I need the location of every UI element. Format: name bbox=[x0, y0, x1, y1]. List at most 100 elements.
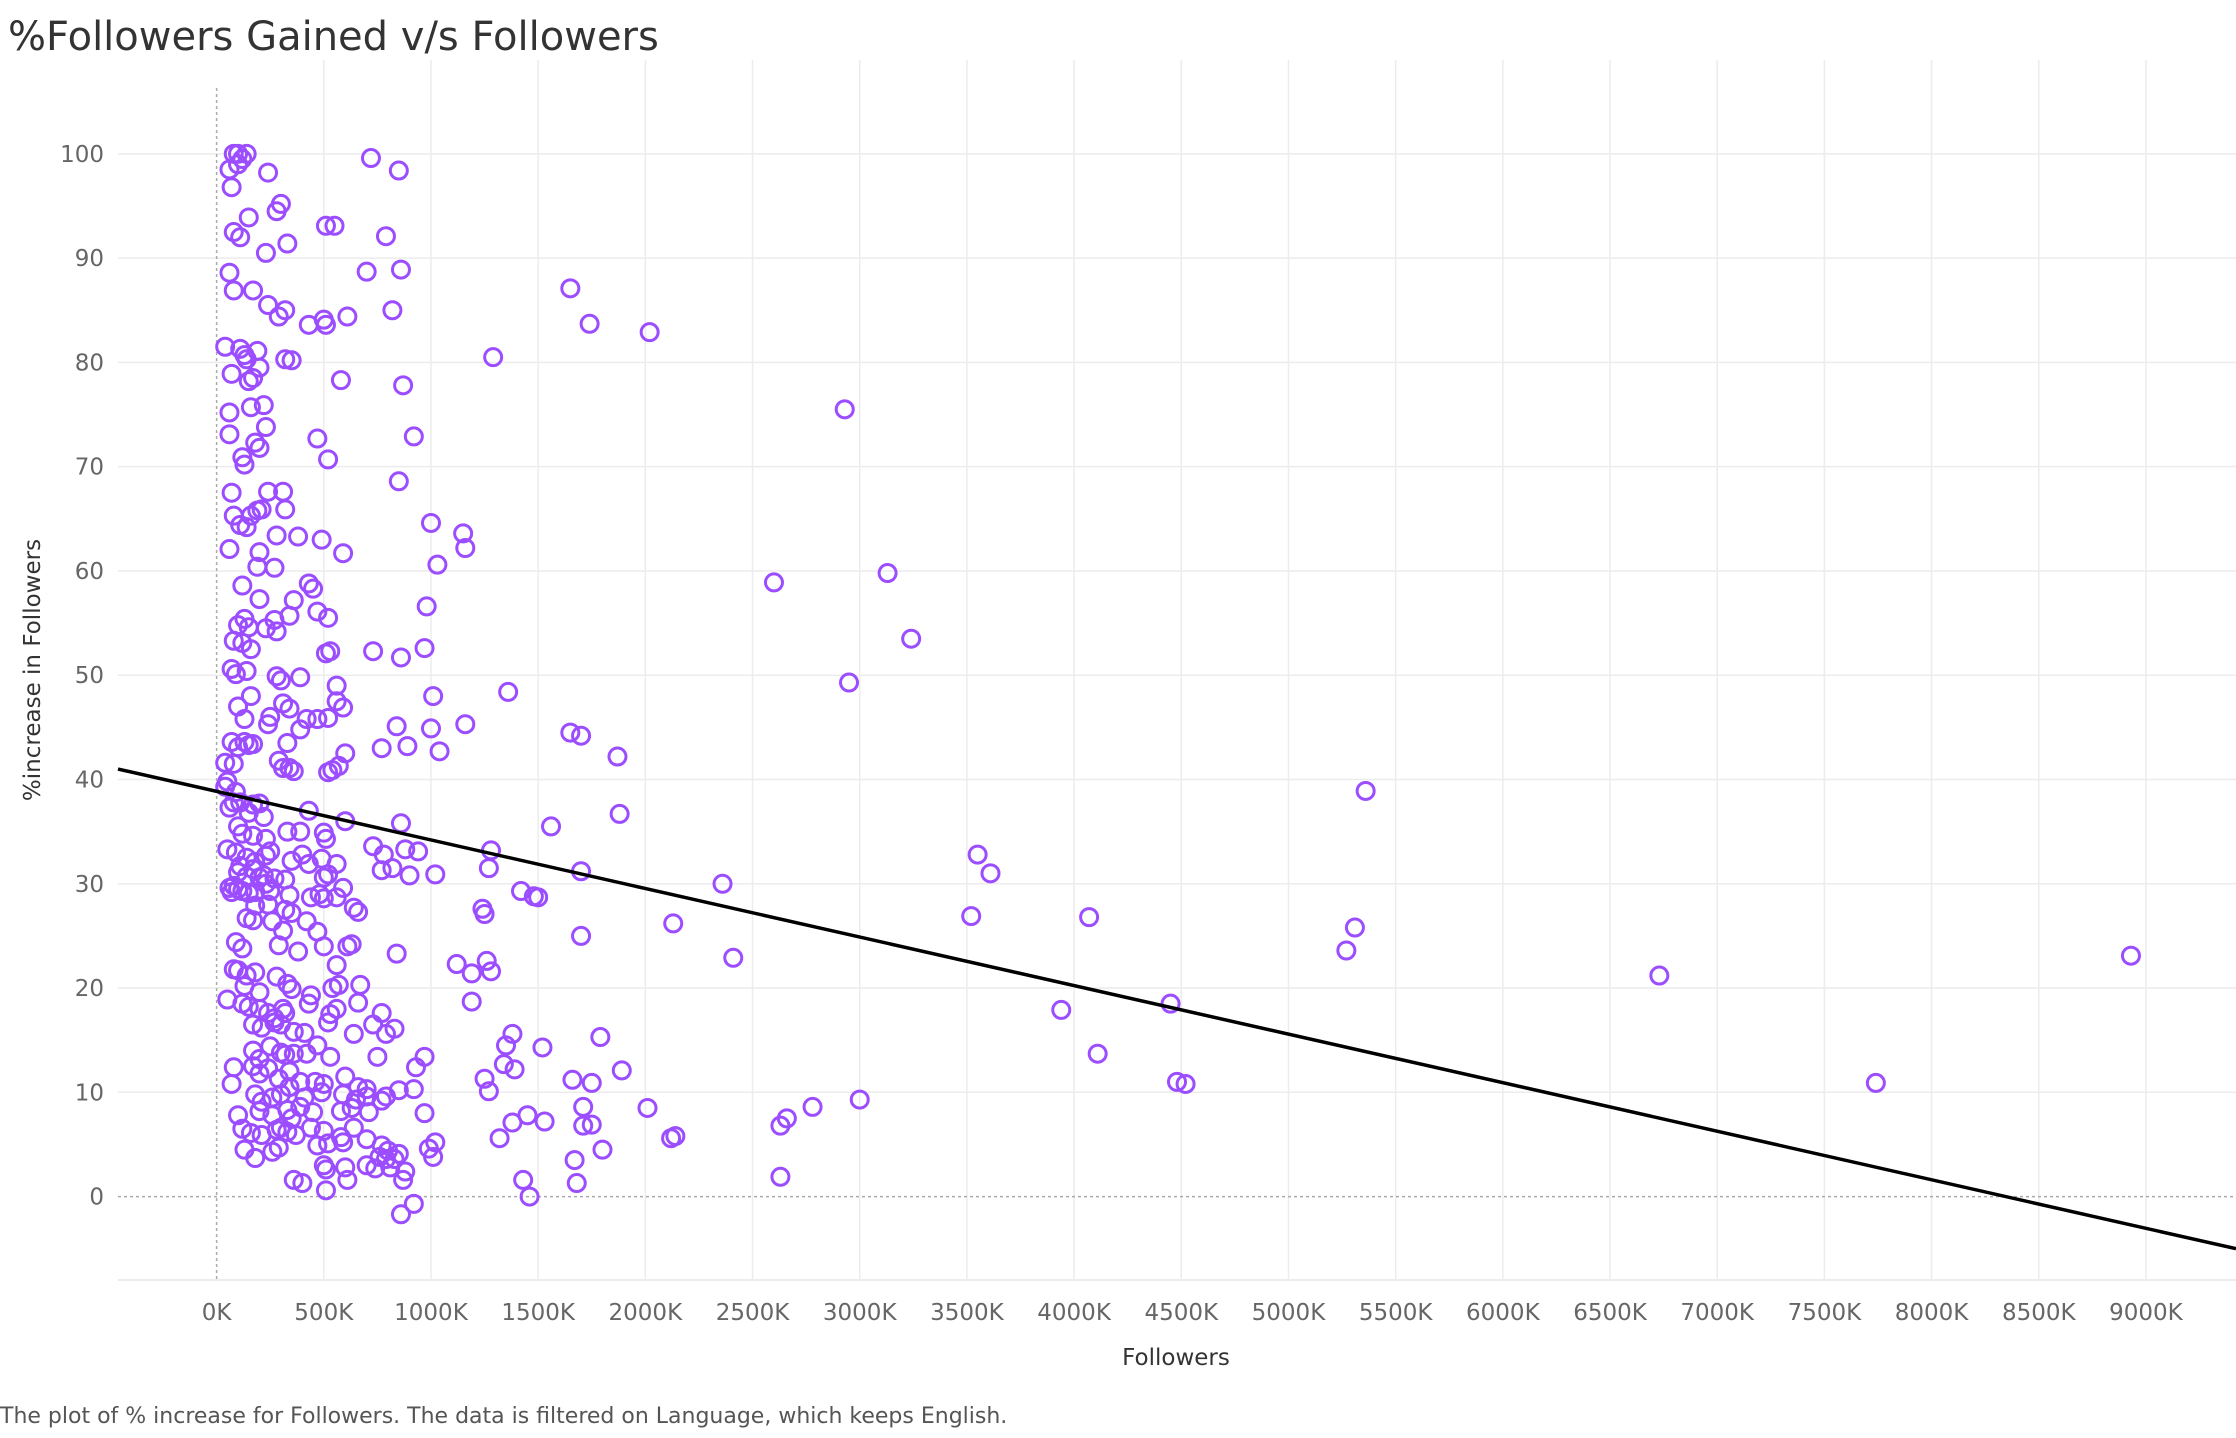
data-point bbox=[967, 844, 988, 865]
data-point bbox=[290, 719, 311, 740]
data-point bbox=[311, 529, 332, 550]
data-point bbox=[382, 858, 403, 879]
data-point bbox=[348, 901, 369, 922]
data-point bbox=[255, 242, 276, 263]
data-point bbox=[294, 1022, 315, 1043]
x-tick-label: 3000K bbox=[823, 1300, 898, 1326]
data-point bbox=[665, 1126, 686, 1147]
data-point bbox=[292, 1173, 313, 1194]
data-point bbox=[371, 1003, 392, 1024]
data-point bbox=[277, 732, 298, 753]
data-point bbox=[240, 686, 261, 707]
data-point bbox=[371, 860, 392, 881]
data-point bbox=[266, 525, 287, 546]
data-point bbox=[279, 758, 300, 779]
data-point bbox=[225, 932, 246, 953]
data-point bbox=[429, 741, 450, 762]
x-tick-label: 8500K bbox=[2002, 1300, 2077, 1326]
data-point bbox=[260, 881, 281, 902]
y-tick-label: 40 bbox=[75, 767, 104, 793]
data-point bbox=[232, 149, 253, 170]
data-point bbox=[723, 947, 744, 968]
data-point bbox=[388, 1080, 409, 1101]
data-point bbox=[571, 725, 592, 746]
data-point bbox=[390, 813, 411, 834]
data-point bbox=[330, 370, 351, 391]
data-point bbox=[343, 1117, 364, 1138]
data-point bbox=[388, 160, 409, 181]
data-point bbox=[348, 992, 369, 1013]
data-point bbox=[236, 661, 257, 682]
y-tick-label: 20 bbox=[75, 976, 104, 1002]
data-point bbox=[1865, 1072, 1886, 1093]
data-point bbox=[367, 1046, 388, 1067]
data-point bbox=[307, 1135, 328, 1156]
data-point bbox=[1355, 780, 1376, 801]
data-point bbox=[258, 714, 279, 735]
data-point bbox=[236, 517, 257, 538]
data-point bbox=[397, 736, 418, 757]
data-point bbox=[232, 938, 253, 959]
data-point bbox=[294, 1087, 315, 1108]
data-point bbox=[258, 295, 279, 316]
data-point bbox=[296, 709, 317, 730]
data-point bbox=[223, 753, 244, 774]
data-point bbox=[330, 1101, 351, 1122]
data-point bbox=[260, 841, 281, 862]
data-point bbox=[403, 426, 424, 447]
x-tick-label: 5500K bbox=[1359, 1300, 1434, 1326]
data-point bbox=[335, 743, 356, 764]
data-point bbox=[298, 993, 319, 1014]
data-point bbox=[356, 1079, 377, 1100]
data-point bbox=[313, 1073, 334, 1094]
data-point bbox=[219, 402, 240, 423]
data-point bbox=[393, 375, 414, 396]
data-point bbox=[592, 1139, 613, 1160]
data-point bbox=[403, 1079, 424, 1100]
data-point bbox=[395, 839, 416, 860]
data-point bbox=[232, 447, 253, 468]
data-point bbox=[581, 1114, 602, 1135]
data-point bbox=[307, 1035, 328, 1056]
data-point bbox=[318, 607, 339, 628]
data-point bbox=[399, 865, 420, 886]
data-point bbox=[307, 601, 328, 622]
data-point bbox=[478, 858, 499, 879]
x-tick-label: 0K bbox=[202, 1300, 233, 1326]
data-point bbox=[243, 825, 264, 846]
data-point bbox=[386, 943, 407, 964]
data-point bbox=[266, 621, 287, 642]
y-tick-label: 30 bbox=[75, 872, 104, 898]
data-point bbox=[290, 667, 311, 688]
x-tick-label: 7000K bbox=[1680, 1300, 1755, 1326]
data-point bbox=[395, 1161, 416, 1182]
data-point bbox=[1336, 940, 1357, 961]
data-point bbox=[573, 1096, 594, 1117]
data-point bbox=[980, 863, 1001, 884]
data-point bbox=[221, 482, 242, 503]
x-tick-label: 7500K bbox=[1788, 1300, 1863, 1326]
data-point bbox=[493, 1054, 514, 1075]
data-points bbox=[215, 143, 2141, 1225]
x-tick-label: 3500K bbox=[930, 1300, 1005, 1326]
data-point bbox=[243, 368, 264, 389]
y-tick-label: 70 bbox=[75, 455, 104, 481]
data-point bbox=[481, 961, 502, 982]
data-point bbox=[313, 888, 334, 909]
data-point bbox=[279, 605, 300, 626]
data-point bbox=[249, 589, 270, 610]
data-point bbox=[228, 1105, 249, 1126]
data-point bbox=[318, 864, 339, 885]
y-tick-label: 50 bbox=[75, 663, 104, 689]
data-point bbox=[290, 1096, 311, 1117]
data-point bbox=[268, 1137, 289, 1158]
data-point bbox=[315, 215, 336, 236]
data-point bbox=[371, 1090, 392, 1111]
data-point bbox=[356, 261, 377, 282]
data-point bbox=[249, 542, 270, 563]
data-point bbox=[251, 1017, 272, 1038]
data-point bbox=[277, 233, 298, 254]
tick-labels: 0K 500K 1000K 1500K 2000K 2500K 3000K 3500K 4000… bbox=[60, 142, 2184, 1326]
data-point bbox=[384, 1018, 405, 1039]
data-point bbox=[541, 816, 562, 837]
